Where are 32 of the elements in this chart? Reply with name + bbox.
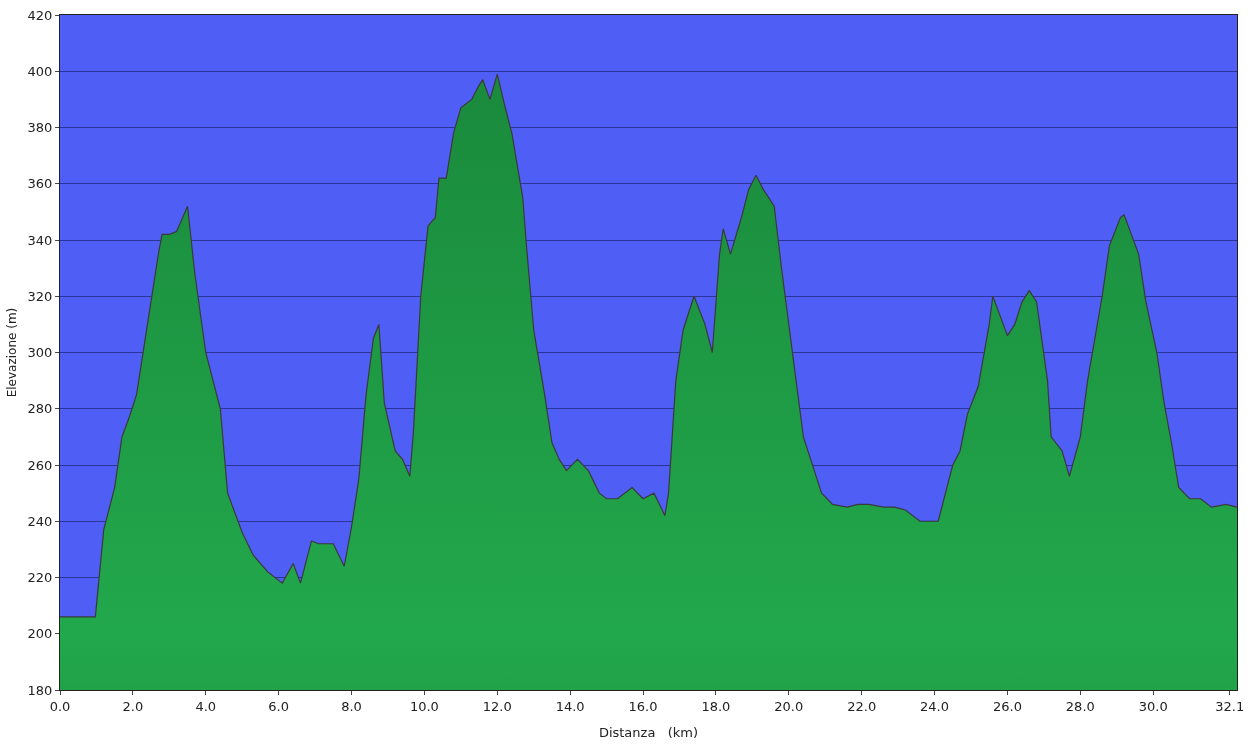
x-tick-label: 2.0 bbox=[122, 698, 144, 714]
x-tick-label: 26.0 bbox=[992, 698, 1022, 714]
x-tick-label: 30.0 bbox=[1138, 698, 1168, 714]
x-tick-label: 16.0 bbox=[628, 698, 658, 714]
y-tick-label: 300 bbox=[27, 345, 53, 361]
y-tick-label: 340 bbox=[27, 232, 53, 248]
y-tick-label: 180 bbox=[27, 682, 53, 698]
x-tick-label: 4.0 bbox=[195, 698, 217, 714]
x-tick-label: 14.0 bbox=[555, 698, 585, 714]
x-tick-label: 22.0 bbox=[847, 698, 877, 714]
x-tick-label: 10.0 bbox=[409, 698, 439, 714]
x-tick-label: 24.0 bbox=[920, 698, 950, 714]
x-tick-label: 12.0 bbox=[482, 698, 512, 714]
y-tick-label: 280 bbox=[27, 401, 53, 417]
y-tick-label: 400 bbox=[27, 63, 53, 79]
x-axis-title: Distanza (km) bbox=[598, 725, 699, 741]
y-tick-label: 320 bbox=[27, 288, 53, 304]
x-tick-label: 32.1 bbox=[1215, 698, 1245, 714]
x-tick-label: 18.0 bbox=[701, 698, 731, 714]
y-tick-label: 380 bbox=[27, 120, 53, 136]
x-tick-label: 20.0 bbox=[774, 698, 804, 714]
y-tick-label: 260 bbox=[27, 457, 53, 473]
y-tick-label: 200 bbox=[27, 626, 53, 642]
y-tick-label: 240 bbox=[27, 513, 53, 529]
y-tick-label: 360 bbox=[27, 176, 53, 192]
y-axis-title: Elevazione (m) bbox=[4, 307, 19, 398]
x-tick-label: 8.0 bbox=[341, 698, 362, 714]
x-tick-label: 6.0 bbox=[268, 698, 289, 714]
x-tick-label: 28.0 bbox=[1065, 698, 1095, 714]
y-tick-label: 220 bbox=[27, 570, 53, 586]
y-tick-label: 420 bbox=[27, 7, 53, 23]
x-tick-label: 0.0 bbox=[49, 698, 71, 714]
